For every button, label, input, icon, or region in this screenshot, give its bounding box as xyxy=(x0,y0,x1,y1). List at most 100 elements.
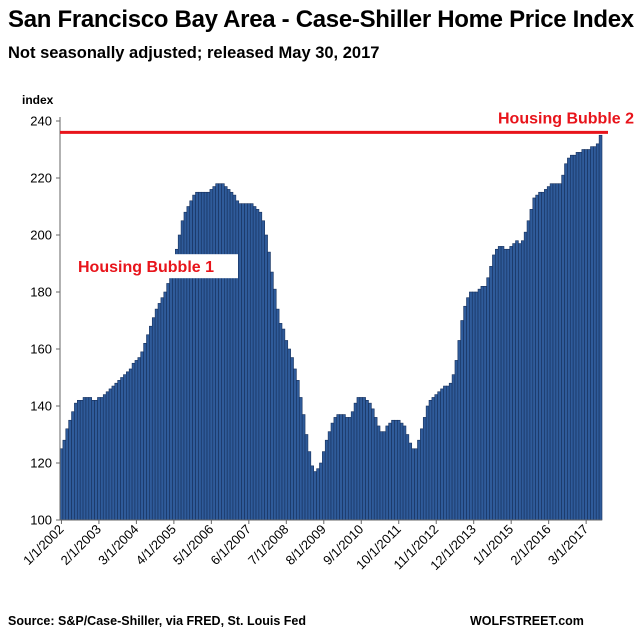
y-tick-label: 140 xyxy=(30,399,52,414)
bar xyxy=(273,288,277,521)
bar xyxy=(457,340,462,521)
x-tick-label: 2/1/2003 xyxy=(58,522,104,568)
bar xyxy=(189,200,193,521)
bar xyxy=(535,194,539,521)
bar xyxy=(420,428,424,521)
bar xyxy=(226,189,231,521)
bar xyxy=(443,385,447,521)
bar xyxy=(128,368,133,521)
bar xyxy=(529,209,534,521)
y-tick-label: 240 xyxy=(30,114,52,129)
bar xyxy=(595,143,600,521)
bar xyxy=(598,134,603,521)
bar xyxy=(68,419,72,521)
bar xyxy=(65,428,69,521)
bar xyxy=(368,402,372,521)
bar xyxy=(388,422,392,521)
bar xyxy=(477,288,482,521)
bar xyxy=(350,411,355,521)
bar xyxy=(140,351,144,521)
bar xyxy=(486,277,490,521)
bar xyxy=(518,243,522,521)
bar xyxy=(97,397,101,521)
bar xyxy=(117,380,121,521)
bar xyxy=(446,385,450,521)
bar xyxy=(229,191,234,521)
bar xyxy=(489,266,493,521)
x-tick-label: 1/1/2015 xyxy=(470,522,516,568)
bar xyxy=(397,419,401,521)
bar xyxy=(399,422,404,521)
bar xyxy=(151,317,156,521)
bar xyxy=(270,271,274,521)
y-tick-label: 220 xyxy=(30,171,52,186)
bar xyxy=(91,399,95,521)
bar xyxy=(480,285,485,521)
bar xyxy=(281,328,286,521)
bar xyxy=(437,391,441,521)
bar xyxy=(555,183,560,521)
bar xyxy=(169,274,173,521)
bar xyxy=(232,194,237,521)
bar xyxy=(382,431,387,521)
bar xyxy=(275,308,280,521)
x-tick-label: 7/1/2008 xyxy=(245,522,291,568)
bar xyxy=(339,414,343,521)
bar xyxy=(284,340,289,521)
bar xyxy=(298,397,303,521)
bar xyxy=(454,360,459,521)
bar xyxy=(293,368,297,521)
bar xyxy=(322,451,326,521)
bar xyxy=(221,183,225,521)
bar xyxy=(102,394,107,521)
x-tick-label: 8/1/2009 xyxy=(283,522,329,568)
chart-title: San Francisco Bay Area - Case-Shiller Ho… xyxy=(8,6,634,33)
bar xyxy=(520,240,525,521)
bar xyxy=(200,191,205,521)
bar xyxy=(448,382,453,521)
bar xyxy=(160,297,165,521)
bar xyxy=(538,191,542,521)
bar xyxy=(313,471,317,521)
bar xyxy=(316,468,320,521)
x-tick-label: 4/1/2005 xyxy=(133,522,179,568)
x-tick-label: 3/1/2017 xyxy=(545,522,591,568)
bar xyxy=(149,325,153,521)
bar xyxy=(512,243,516,521)
chart-subtitle: Not seasonally adjusted; released May 30… xyxy=(8,44,380,62)
bar xyxy=(198,191,202,521)
bar xyxy=(515,240,519,521)
bar xyxy=(203,191,208,521)
bar xyxy=(238,203,242,521)
brand-label: WOLFSTREET.com xyxy=(470,614,584,628)
bar xyxy=(235,200,240,521)
source-note: Source: S&P/Case-Shiller, via FRED, St. … xyxy=(8,614,306,628)
bar xyxy=(342,414,346,521)
bar xyxy=(394,419,398,521)
bar xyxy=(290,357,294,521)
bar xyxy=(353,402,358,521)
y-tick-label: 200 xyxy=(30,228,52,243)
bar xyxy=(552,183,557,521)
x-tick-label: 1/1/2002 xyxy=(20,522,66,568)
bar xyxy=(492,254,496,521)
bar xyxy=(244,203,248,521)
bar xyxy=(175,248,179,521)
bar xyxy=(376,425,381,521)
bar xyxy=(120,377,124,521)
bar xyxy=(100,397,104,521)
bar xyxy=(541,191,545,521)
y-tick-label: 160 xyxy=(30,342,52,357)
bar xyxy=(111,385,116,521)
bar xyxy=(88,397,93,521)
y-tick-label: 100 xyxy=(30,513,52,528)
bar xyxy=(503,248,508,521)
bar xyxy=(79,399,84,521)
bar xyxy=(85,397,90,521)
bar xyxy=(224,186,228,521)
bar xyxy=(590,146,594,521)
bar xyxy=(500,246,505,521)
bar xyxy=(215,183,219,521)
bar xyxy=(371,408,375,521)
